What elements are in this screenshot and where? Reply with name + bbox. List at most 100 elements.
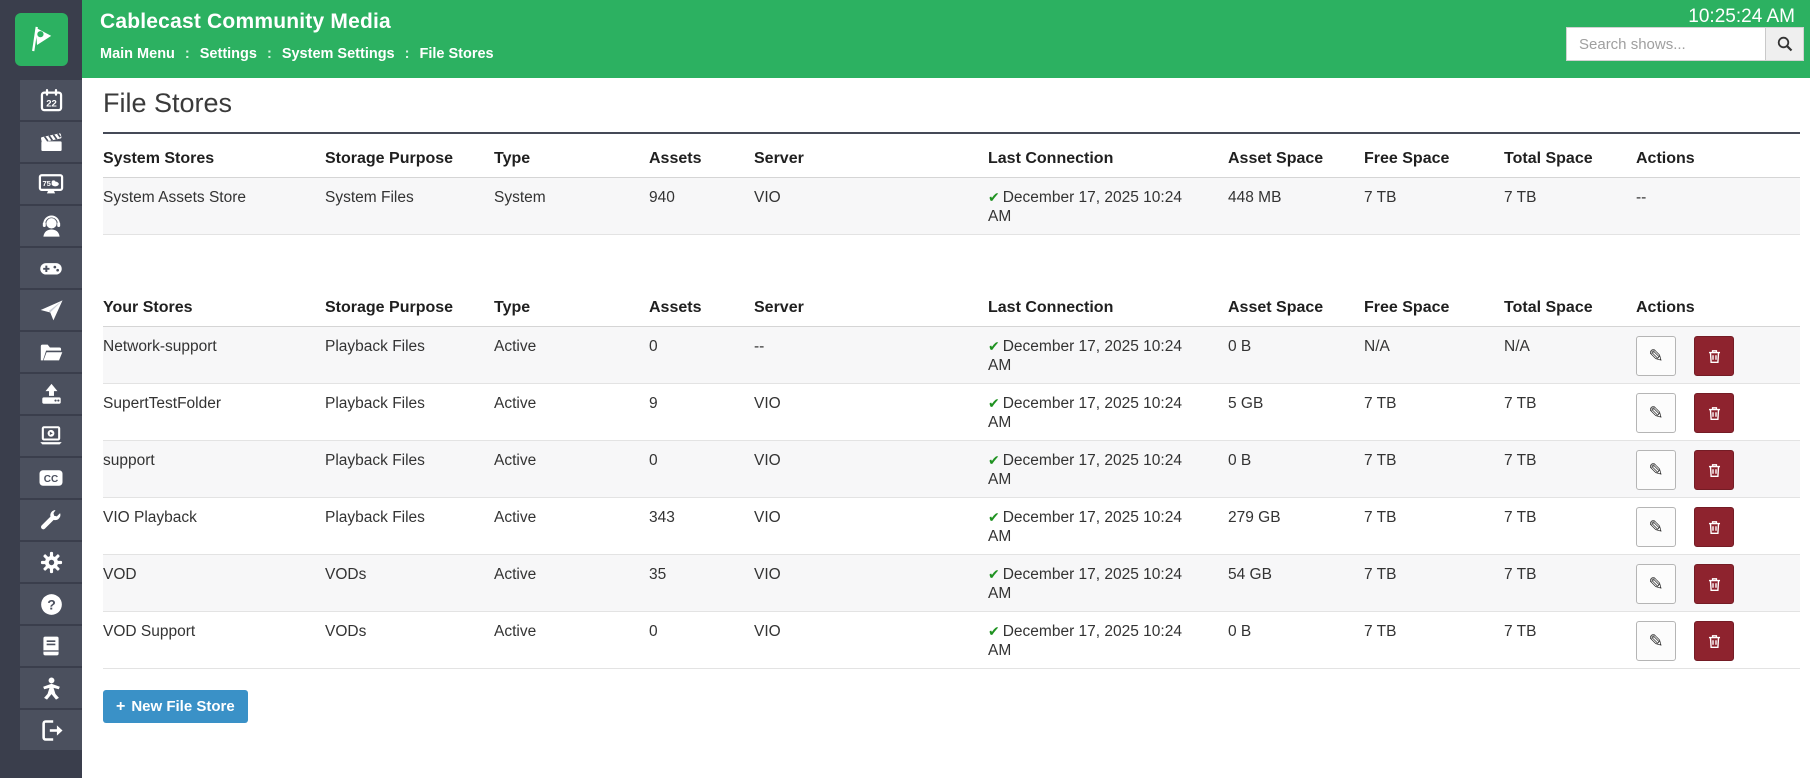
column-header: Your Stores — [103, 283, 325, 327]
edit-filestore-button[interactable]: ✎ — [1636, 336, 1676, 376]
asset-count: 35 — [649, 566, 667, 583]
breadcrumb-item[interactable]: Main Menu — [100, 46, 175, 62]
book-icon — [43, 636, 59, 656]
trash-icon — [1708, 406, 1720, 420]
breadcrumb: Main Menu: Settings: System Settings: File … — [100, 46, 494, 62]
check-icon: ✔ — [988, 623, 1000, 639]
your-stores-table: Your Stores Storage Purpose Type Assets Serv… — [103, 283, 1800, 669]
store-type: Active — [494, 623, 537, 640]
search-input[interactable] — [1567, 28, 1765, 60]
sidebar-item-send[interactable] — [20, 290, 82, 330]
clock: 10:25:24 AM — [1688, 6, 1795, 27]
column-header: Actions — [1636, 283, 1800, 327]
delete-filestore-button[interactable] — [1694, 564, 1734, 604]
last-connection-text: December 17, 2025 10:24 AM — [988, 395, 1182, 431]
check-icon: ✔ — [988, 509, 1000, 525]
sidebar-item-admin[interactable] — [20, 668, 82, 708]
search-box — [1566, 27, 1804, 61]
flag-logo-icon — [32, 26, 52, 52]
edit-filestore-button[interactable]: ✎ — [1636, 621, 1676, 661]
page-title: File Stores — [103, 88, 1800, 134]
server-name: VIO — [754, 452, 781, 469]
edit-filestore-button[interactable]: ✎ — [1636, 450, 1676, 490]
free-space: 7 TB — [1364, 509, 1397, 526]
top-bar: Cablecast Community Media Main Menu: Sett… — [0, 0, 1810, 78]
server-name: -- — [754, 338, 765, 355]
asset-space: 448 MB — [1228, 189, 1282, 206]
asset-count: 0 — [649, 452, 658, 469]
sidebar-item-tools[interactable] — [20, 500, 82, 540]
svg-text:22: 22 — [46, 98, 57, 109]
sidebar-item-docs[interactable] — [20, 626, 82, 666]
last-connection-text: December 17, 2025 10:24 AM — [988, 623, 1182, 659]
free-space: 7 TB — [1364, 452, 1397, 469]
store-name: VOD — [103, 566, 137, 583]
plus-icon: + — [116, 697, 126, 715]
gear-icon — [40, 551, 62, 573]
storage-purpose: Playback Files — [325, 338, 425, 355]
breadcrumb-item[interactable]: Settings — [199, 46, 257, 62]
sidebar-item-captions[interactable]: CC — [20, 458, 82, 498]
table-header-row: System Stores Storage Purpose Type Assets Se… — [103, 134, 1800, 178]
delete-filestore-button[interactable] — [1694, 507, 1734, 547]
last-connection-text: December 17, 2025 10:24 AM — [988, 566, 1182, 602]
asset-space: 0 B — [1228, 623, 1252, 640]
edit-filestore-button[interactable]: ✎ — [1636, 507, 1676, 547]
sidebar-item-upload[interactable] — [20, 374, 82, 414]
new-file-store-button[interactable]: + New File Store — [103, 690, 248, 723]
system-stores-table: System Stores Storage Purpose Type Assets Se… — [103, 134, 1800, 235]
actions: ✎ — [1636, 327, 1800, 384]
asset-count: 0 — [649, 338, 658, 355]
asset-space: 0 B — [1228, 452, 1252, 469]
total-space: 7 TB — [1504, 395, 1537, 412]
delete-filestore-button[interactable] — [1694, 621, 1734, 661]
free-space: 7 TB — [1364, 189, 1397, 206]
column-header: Assets — [649, 134, 754, 178]
sidebar-item-help[interactable]: ? — [20, 584, 82, 624]
svg-text:75: 75 — [42, 179, 50, 188]
sidebar-item-bulletin[interactable]: 75 — [20, 164, 82, 204]
asset-count: 9 — [649, 395, 658, 412]
column-header: Assets — [649, 283, 754, 327]
sidebar-item-schedule[interactable]: 22 — [20, 80, 82, 120]
cablecast-logo[interactable] — [14, 12, 68, 66]
table-row: support Playback Files Active 0 VIO ✔ December… — [103, 440, 1800, 498]
sidebar-item-logout[interactable] — [20, 710, 82, 750]
trash-icon — [1708, 463, 1720, 477]
delete-filestore-button[interactable] — [1694, 450, 1734, 490]
breadcrumb-item[interactable]: System Settings — [281, 46, 395, 62]
column-header: Type — [494, 283, 649, 327]
sidebar-item-video[interactable] — [20, 416, 82, 456]
sidebar-item-settings[interactable] — [20, 542, 82, 582]
breadcrumb-item[interactable]: File Stores — [419, 46, 494, 62]
headset-icon — [42, 215, 60, 237]
sidebar-item-shows[interactable] — [20, 122, 82, 162]
column-header: Storage Purpose — [325, 134, 494, 178]
sidebar-item-support[interactable] — [20, 206, 82, 246]
sidebar-item-files[interactable] — [20, 332, 82, 372]
person-star-icon — [42, 676, 60, 700]
last-connection: ✔ December 17, 2025 10:24 AM — [988, 178, 1228, 235]
last-connection: ✔ December 17, 2025 10:24 AM — [988, 555, 1228, 612]
column-header: Free Space — [1364, 134, 1504, 178]
pencil-icon: ✎ — [1648, 346, 1664, 366]
check-icon: ✔ — [988, 189, 1000, 205]
last-connection-text: December 17, 2025 10:24 AM — [988, 509, 1182, 545]
sign-out-icon — [41, 719, 63, 741]
pencil-icon: ✎ — [1648, 574, 1664, 594]
table-row: Network-support Playback Files Active 0 -- ✔ D… — [103, 326, 1800, 384]
edit-filestore-button[interactable]: ✎ — [1636, 393, 1676, 433]
delete-filestore-button[interactable] — [1694, 336, 1734, 376]
delete-filestore-button[interactable] — [1694, 393, 1734, 433]
folder-icon — [40, 344, 62, 360]
storage-purpose: Playback Files — [325, 509, 425, 526]
sidebar-item-control[interactable] — [20, 248, 82, 288]
search-button[interactable] — [1765, 28, 1803, 60]
edit-filestore-button[interactable]: ✎ — [1636, 564, 1676, 604]
asset-count: 0 — [649, 623, 658, 640]
search-icon — [1777, 36, 1792, 52]
logo-block — [0, 0, 82, 78]
check-icon: ✔ — [988, 395, 1000, 411]
last-connection-text: December 17, 2025 10:24 AM — [988, 338, 1182, 374]
main-content: File Stores System Stores Storage Purpose… — [82, 78, 1810, 778]
